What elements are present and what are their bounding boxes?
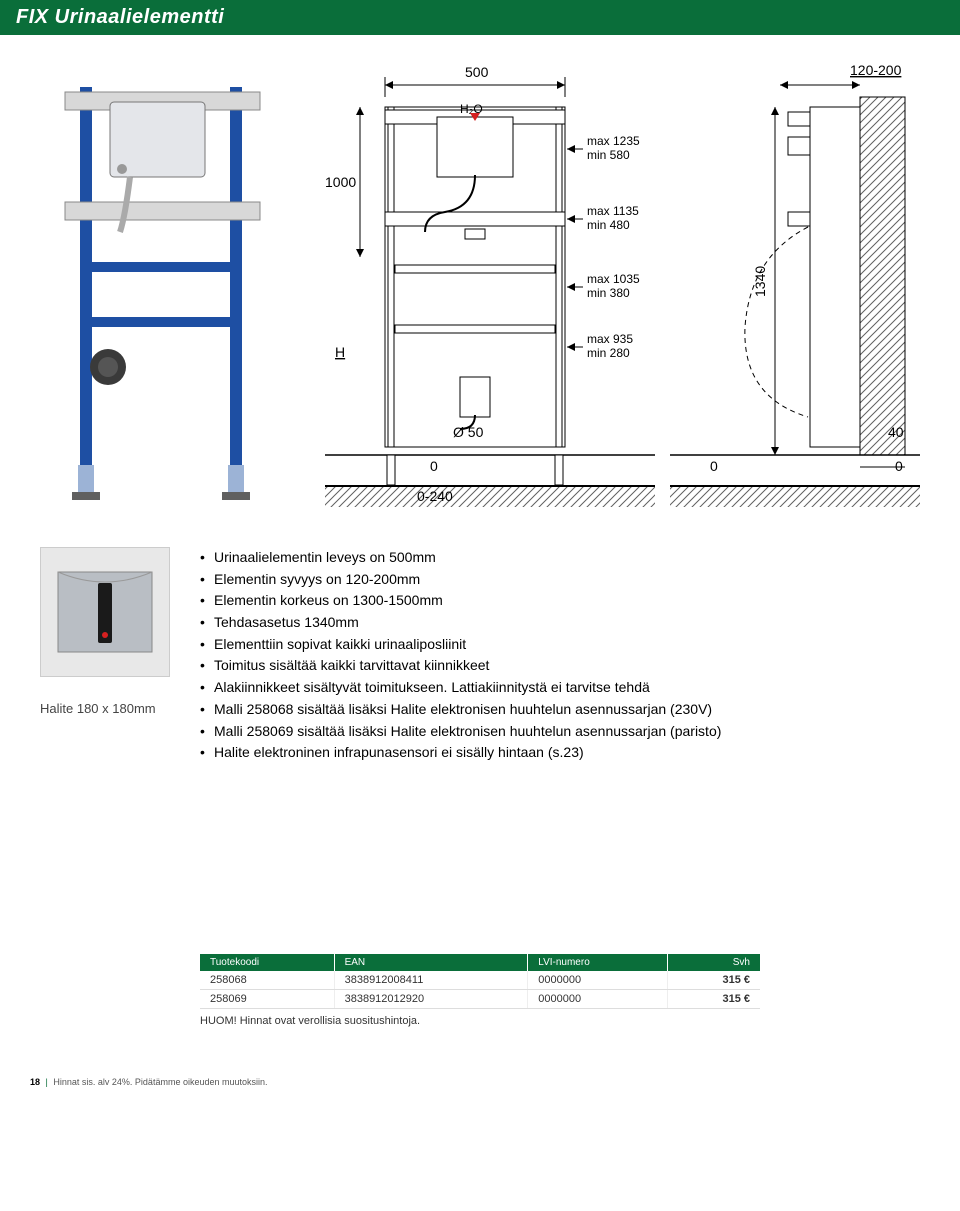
cell: 3838912008411	[334, 971, 528, 990]
row3-min: min 280	[587, 346, 630, 360]
label-range: 0-240	[417, 488, 453, 504]
label-H: H	[335, 344, 345, 360]
page-header: FIX Urinaalielementti	[0, 0, 960, 37]
thumbnail-column: Halite 180 x 180mm	[40, 547, 180, 764]
content-row: Halite 180 x 180mm Urinaalielementin lev…	[0, 527, 960, 794]
bullet-item: Tehdasasetus 1340mm	[200, 612, 920, 634]
thumbnail-sensor	[40, 547, 170, 677]
label-zero-right: 0	[895, 458, 903, 474]
cell: 315 €	[667, 971, 760, 990]
cell: 315 €	[667, 989, 760, 1008]
price-table-wrap: Tuotekoodi EAN LVI-numero Svh 258068 383…	[0, 794, 960, 1047]
bullet-item: Elementtiin sopivat kaikki urinaaliposli…	[200, 634, 920, 656]
th-ean: EAN	[334, 954, 528, 971]
row2-min: min 380	[587, 286, 630, 300]
row2-max: max 1035	[587, 272, 640, 286]
bullet-item: Elementin syvyys on 120-200mm	[200, 569, 920, 591]
bullet-item: Toimitus sisältää kaikki tarvittavat kii…	[200, 655, 920, 677]
label-zero-left: 0	[710, 458, 718, 474]
cell: 0000000	[528, 989, 668, 1008]
label-diameter: Ø 50	[453, 424, 484, 440]
footer-separator: |	[43, 1077, 51, 1087]
page-title: FIX Urinaalielementti	[16, 6, 224, 28]
label-1000: 1000	[325, 174, 356, 190]
label-1340: 1340	[752, 266, 768, 297]
cell: 258068	[200, 971, 334, 990]
cell: 258069	[200, 989, 334, 1008]
row0-max: max 1235	[587, 134, 640, 148]
bullet-item: Elementin korkeus on 1300-1500mm	[200, 590, 920, 612]
diagram-left-product	[30, 57, 310, 517]
bullet-item: Alakiinnikkeet sisältyvät toimitukseen. …	[200, 677, 920, 699]
th-svh: Svh	[667, 954, 760, 971]
row3-max: max 935	[587, 332, 633, 346]
page-footer: 18 | Hinnat sis. alv 24%. Pidätämme oike…	[0, 1047, 960, 1107]
table-row: 258068 3838912008411 0000000 315 €	[200, 971, 760, 990]
bullet-item: Malli 258069 sisältää lisäksi Halite ele…	[200, 721, 920, 743]
label-zero: 0	[430, 458, 438, 474]
label-width: 500	[465, 64, 489, 80]
diagram-right-side-view: 120-200 1340 40 0 0	[670, 57, 920, 517]
footer-page-number: 18	[30, 1077, 40, 1087]
th-code: Tuotekoodi	[200, 954, 334, 971]
thumbnail-caption: Halite 180 x 180mm	[40, 701, 180, 716]
row0-min: min 580	[587, 148, 630, 162]
diagram-mid-front-view: 500 1000 H₂O	[325, 57, 655, 517]
technical-diagrams: 500 1000 H₂O	[0, 37, 960, 527]
label-depth: 120-200	[850, 62, 902, 78]
bullet-list: Urinaalielementin leveys on 500mm Elemen…	[200, 547, 920, 764]
row1-min: min 480	[587, 218, 630, 232]
price-table: Tuotekoodi EAN LVI-numero Svh 258068 383…	[200, 954, 760, 1009]
th-lvi: LVI-numero	[528, 954, 668, 971]
bullet-item: Malli 258068 sisältää lisäksi Halite ele…	[200, 699, 920, 721]
cell: 3838912012920	[334, 989, 528, 1008]
footer-text: Hinnat sis. alv 24%. Pidätämme oikeuden …	[53, 1077, 267, 1087]
bullet-item: Urinaalielementin leveys on 500mm	[200, 547, 920, 569]
row1-max: max 1135	[587, 204, 639, 218]
price-note: HUOM! Hinnat ovat verollisia suositushin…	[200, 1009, 920, 1027]
bullet-item: Halite elektroninen infrapunasensori ei …	[200, 742, 920, 764]
label-40: 40	[888, 424, 904, 440]
table-row: 258069 3838912012920 0000000 315 €	[200, 989, 760, 1008]
cell: 0000000	[528, 971, 668, 990]
